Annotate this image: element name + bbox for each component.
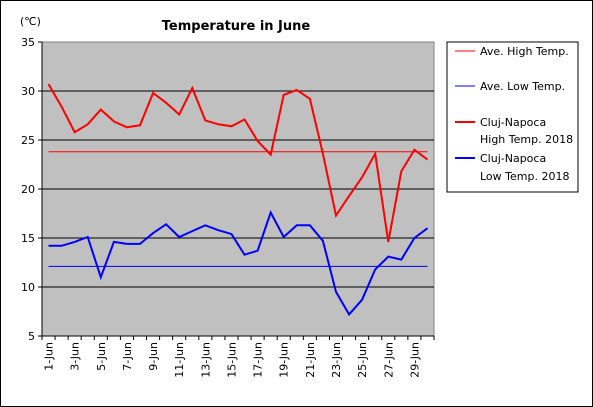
x-tick-label: 7-Jun [121,342,134,371]
x-tick-label: 11-Jun [173,342,186,378]
legend-label: Cluj-Napoca [480,152,546,165]
y-tick-label: 20 [21,183,35,196]
y-tick-label: 35 [21,36,35,49]
y-tick-label: 25 [21,134,35,147]
x-tick-label: 5-Jun [95,342,108,371]
legend-label: High Temp. 2018 [480,133,573,146]
x-tick-label: 23-Jun [330,342,343,378]
series-line-3 [47,83,429,243]
y-tick-label: 5 [28,330,35,343]
legend-label: Ave. Low Temp. [480,80,565,93]
x-tick-label: 1-Jun [43,342,56,371]
chart-title: Temperature in June [162,19,311,34]
x-tick-label: 21-Jun [304,342,317,378]
x-tick-label: 19-Jun [278,342,291,378]
legend-box [446,41,579,193]
y-tick-label: 30 [21,85,35,98]
y-tick-label: 15 [21,232,35,245]
x-tick-label: 17-Jun [252,342,265,378]
series-line-4 [48,209,429,317]
x-tick-label: 27-Jun [382,342,395,378]
legend-label: Low Temp. 2018 [480,170,569,183]
legend-label: Cluj-Napoca [480,116,546,129]
x-tick-label: 9-Jun [147,342,160,371]
y-tick-label: 10 [21,281,35,294]
y-axis-unit: (℃) [20,15,41,28]
x-tick-label: 25-Jun [356,342,369,378]
x-tick-label: 3-Jun [69,342,82,371]
x-tick-label: 15-Jun [225,342,238,378]
legend-label: Ave. High Temp. [480,45,569,58]
x-tick-label: 29-Jun [408,342,421,378]
x-tick-label: 13-Jun [199,342,212,378]
